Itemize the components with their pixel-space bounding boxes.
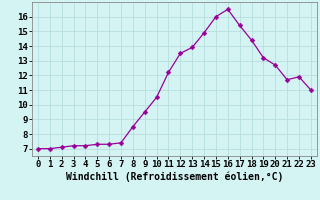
X-axis label: Windchill (Refroidissement éolien,°C): Windchill (Refroidissement éolien,°C) xyxy=(66,172,283,182)
